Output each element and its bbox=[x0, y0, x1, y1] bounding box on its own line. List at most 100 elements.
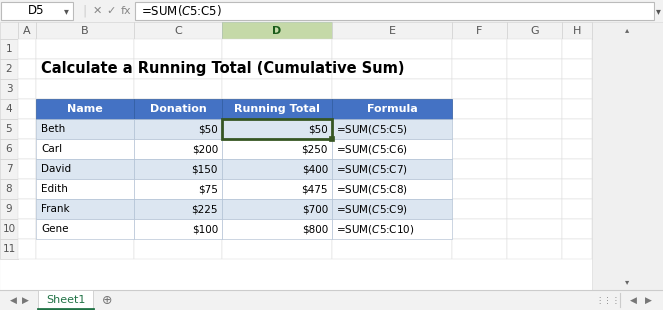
Bar bbox=[562, 199, 592, 219]
Bar bbox=[222, 179, 332, 199]
Bar bbox=[332, 39, 452, 59]
Bar bbox=[222, 119, 332, 139]
Bar bbox=[562, 22, 592, 39]
Bar bbox=[134, 179, 222, 199]
Text: $250: $250 bbox=[302, 144, 328, 154]
Text: 4: 4 bbox=[6, 104, 13, 114]
Bar bbox=[134, 139, 222, 159]
Bar bbox=[36, 179, 134, 199]
Bar bbox=[507, 59, 562, 79]
Text: |: | bbox=[82, 5, 86, 17]
Text: Donation: Donation bbox=[150, 104, 206, 114]
Text: =SUM($C$5:C6): =SUM($C$5:C6) bbox=[336, 143, 408, 156]
Bar bbox=[332, 199, 452, 219]
Bar bbox=[222, 199, 332, 219]
Bar bbox=[332, 22, 452, 39]
Bar bbox=[332, 99, 452, 119]
Bar bbox=[332, 179, 452, 199]
Bar bbox=[0, 219, 18, 239]
Bar bbox=[507, 119, 562, 139]
Bar bbox=[507, 79, 562, 99]
Bar bbox=[452, 139, 507, 159]
Bar bbox=[452, 119, 507, 139]
Text: ◀: ◀ bbox=[9, 295, 17, 304]
Bar bbox=[18, 59, 36, 79]
Bar bbox=[507, 22, 562, 39]
Text: ▶: ▶ bbox=[644, 295, 652, 304]
Text: 10: 10 bbox=[3, 224, 15, 234]
Bar bbox=[222, 99, 332, 119]
Bar bbox=[0, 0, 663, 22]
Bar bbox=[134, 119, 222, 139]
Bar bbox=[36, 199, 134, 219]
Text: fx: fx bbox=[121, 6, 131, 16]
Bar bbox=[74, 2, 76, 20]
Bar bbox=[0, 179, 18, 199]
Bar bbox=[562, 139, 592, 159]
Bar bbox=[222, 179, 332, 199]
Bar bbox=[36, 199, 134, 219]
Text: ◀: ◀ bbox=[630, 295, 636, 304]
Text: 7: 7 bbox=[6, 164, 13, 174]
Bar bbox=[452, 179, 507, 199]
Bar bbox=[36, 99, 134, 119]
Bar bbox=[332, 159, 452, 179]
Text: 5: 5 bbox=[6, 124, 13, 134]
Bar bbox=[222, 39, 332, 59]
Bar bbox=[562, 179, 592, 199]
Bar bbox=[507, 219, 562, 239]
Bar bbox=[0, 39, 18, 59]
Bar bbox=[36, 219, 134, 239]
Bar bbox=[134, 39, 222, 59]
Bar bbox=[0, 59, 18, 79]
Bar bbox=[222, 219, 332, 239]
Text: 9: 9 bbox=[6, 204, 13, 214]
Bar bbox=[36, 22, 134, 39]
Text: G: G bbox=[530, 25, 539, 36]
Bar bbox=[507, 139, 562, 159]
Bar bbox=[135, 2, 654, 20]
Bar bbox=[655, 2, 662, 20]
Bar bbox=[18, 22, 36, 39]
Text: =SUM($C$5:C7): =SUM($C$5:C7) bbox=[336, 162, 408, 175]
Bar bbox=[18, 79, 36, 99]
Bar bbox=[332, 119, 452, 139]
Bar bbox=[562, 99, 592, 119]
Text: E: E bbox=[389, 25, 396, 36]
Bar bbox=[562, 159, 592, 179]
Bar bbox=[507, 239, 562, 259]
Text: ⋮⋮⋮: ⋮⋮⋮ bbox=[595, 295, 621, 304]
Text: Edith: Edith bbox=[41, 184, 68, 194]
Bar bbox=[134, 99, 222, 119]
Bar bbox=[332, 99, 452, 119]
Bar bbox=[332, 159, 452, 179]
Bar bbox=[36, 139, 134, 159]
Bar bbox=[452, 239, 507, 259]
Text: Frank: Frank bbox=[41, 204, 70, 214]
Text: =SUM($C$5:C5): =SUM($C$5:C5) bbox=[141, 3, 222, 19]
Bar bbox=[507, 199, 562, 219]
Bar bbox=[134, 199, 222, 219]
Bar bbox=[0, 239, 18, 259]
Text: 2: 2 bbox=[6, 64, 13, 74]
Bar bbox=[18, 219, 36, 239]
Bar bbox=[134, 59, 222, 79]
Bar bbox=[452, 199, 507, 219]
Text: =SUM($C$5:C8): =SUM($C$5:C8) bbox=[336, 183, 408, 196]
Bar bbox=[332, 59, 452, 79]
Bar bbox=[36, 179, 134, 199]
Bar bbox=[36, 219, 134, 239]
Bar bbox=[507, 159, 562, 179]
Bar bbox=[452, 99, 507, 119]
Bar bbox=[507, 99, 562, 119]
Text: $400: $400 bbox=[302, 164, 328, 174]
Text: ✓: ✓ bbox=[106, 6, 115, 16]
Bar bbox=[36, 79, 134, 99]
Bar bbox=[452, 59, 507, 79]
Text: Carl: Carl bbox=[41, 144, 62, 154]
Bar bbox=[222, 159, 332, 179]
Bar bbox=[222, 99, 332, 119]
Bar bbox=[134, 119, 222, 139]
Bar bbox=[36, 239, 134, 259]
Bar bbox=[18, 39, 36, 59]
